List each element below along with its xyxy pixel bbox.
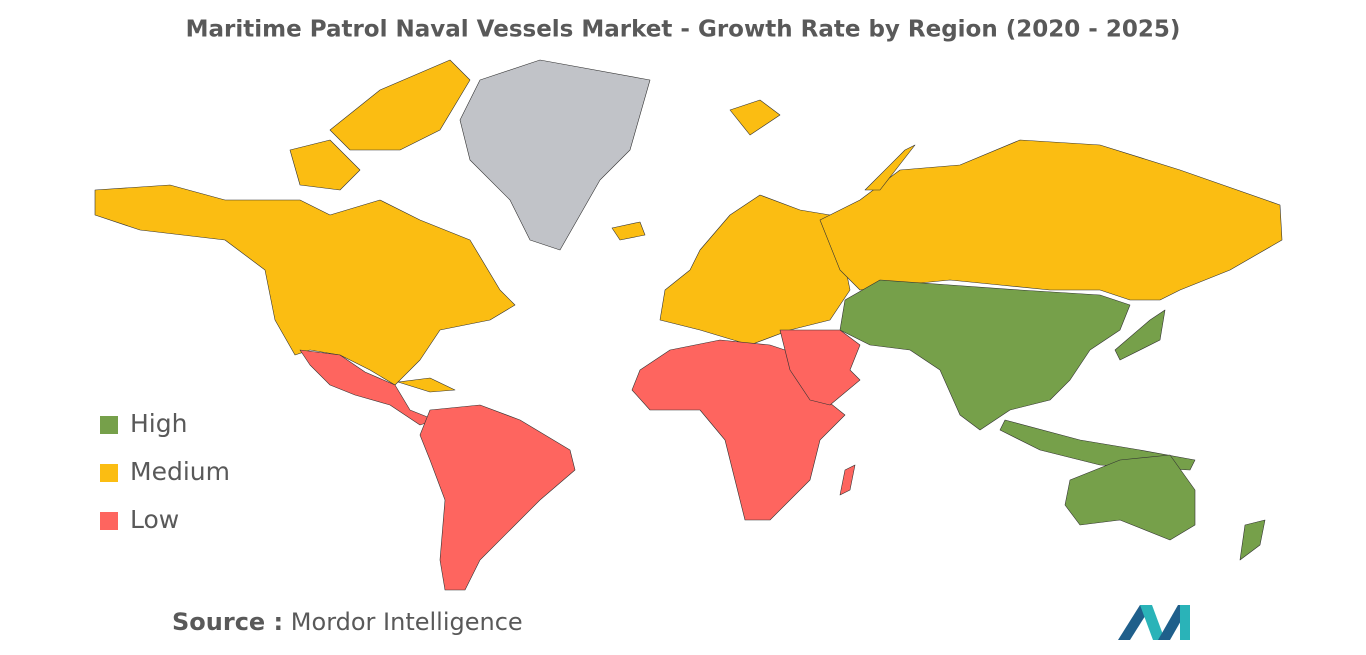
new-zealand (1239, 519, 1266, 561)
legend-label: Low (130, 505, 179, 534)
south-america (419, 404, 576, 591)
logo-shape (1140, 605, 1165, 640)
russia (819, 139, 1283, 301)
source-text: Mordor Intelligence (291, 608, 523, 636)
map (94, 59, 1283, 591)
japan (1114, 309, 1166, 361)
legend-label: High (130, 409, 187, 438)
arctic-islands (329, 59, 471, 151)
greenland (459, 59, 651, 251)
north-america (94, 184, 516, 386)
asia (839, 279, 1131, 431)
africa (631, 339, 846, 521)
novaya-zemlya (864, 144, 916, 191)
svalbard (729, 99, 781, 136)
middle-east (779, 329, 861, 406)
iceland (611, 221, 646, 241)
title: Maritime Patrol Naval Vessels Market - G… (186, 17, 1181, 43)
legend: High Medium Low (100, 409, 230, 534)
legend-swatch (100, 512, 118, 530)
source: Source : Mordor Intelligence (172, 608, 523, 636)
arctic-islands (289, 139, 361, 191)
europe (659, 194, 851, 346)
logo (1118, 605, 1190, 640)
source-label: Source : (172, 608, 283, 636)
australia (1064, 454, 1196, 541)
legend-swatch (100, 416, 118, 434)
legend-swatch (100, 464, 118, 482)
madagascar (839, 464, 856, 496)
legend-label: Medium (130, 457, 230, 486)
caribbean (397, 377, 456, 393)
logo-shape (1180, 605, 1190, 640)
